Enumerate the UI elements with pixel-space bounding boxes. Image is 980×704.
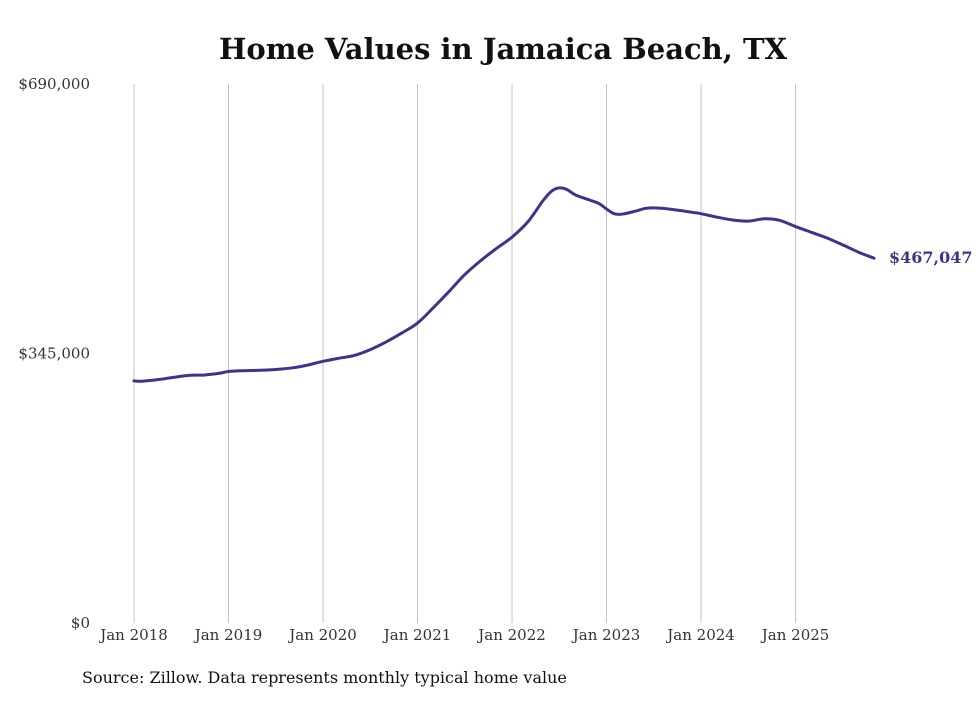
data-point (873, 257, 876, 260)
data-point (731, 218, 734, 221)
data-point (219, 372, 222, 375)
data-point (692, 211, 695, 214)
data-point (432, 306, 435, 309)
data-point (133, 379, 136, 382)
x-axis-ticks: Jan 2018 Jan 2019 Jan 2020 Jan 2021 Jan 2022… (98, 626, 829, 644)
data-point (810, 231, 813, 234)
data-point (172, 376, 175, 379)
data-point (589, 199, 592, 202)
data-point (825, 236, 828, 239)
data-point (841, 243, 844, 246)
data-point (369, 348, 372, 351)
data-point (597, 202, 600, 205)
data-point (305, 364, 308, 367)
data-point (243, 369, 246, 372)
x-tick-label: Jan 2018 (98, 626, 168, 644)
data-point (542, 199, 545, 202)
data-point (550, 190, 553, 193)
x-tick-label: Jan 2024 (665, 626, 735, 644)
y-tick-label: $0 (71, 614, 90, 632)
data-point (227, 370, 230, 373)
data-point (338, 357, 341, 360)
data-point (527, 220, 530, 223)
data-point (400, 332, 403, 335)
source-note: Source: Zillow. Data represents monthly … (82, 668, 567, 687)
series-layer (132, 186, 876, 383)
data-point (621, 213, 624, 216)
chart-title: Home Values in Jamaica Beach, TX (219, 32, 788, 66)
data-point (763, 217, 766, 220)
data-point (794, 225, 797, 228)
y-axis-ticks: $0 $345,000 $690,000 (18, 75, 90, 632)
data-point (558, 186, 561, 189)
data-point (203, 373, 206, 376)
data-point (778, 219, 781, 222)
data-point (700, 212, 703, 215)
x-tick-label: Jan 2025 (760, 626, 830, 644)
data-point (645, 207, 648, 210)
data-point (857, 251, 860, 254)
data-point (447, 290, 450, 293)
data-point (187, 374, 190, 377)
data-point (479, 259, 482, 262)
data-point (463, 273, 466, 276)
data-point (636, 209, 639, 212)
data-point (660, 207, 663, 210)
data-point (258, 369, 261, 372)
data-point (747, 220, 750, 223)
y-tick-label: $690,000 (18, 75, 90, 93)
x-tick-label: Jan 2023 (571, 626, 641, 644)
x-tick-label: Jan 2019 (193, 626, 263, 644)
data-point (676, 209, 679, 212)
end-value-label: $467,047 (889, 248, 973, 267)
data-point (322, 360, 325, 363)
data-point (565, 188, 568, 191)
data-point (494, 247, 497, 250)
data-point (353, 354, 356, 357)
x-tick-label: Jan 2022 (476, 626, 546, 644)
data-point (385, 340, 388, 343)
data-point (574, 193, 577, 196)
x-tick-label: Jan 2021 (382, 626, 452, 644)
data-point (716, 216, 719, 219)
data-point (274, 368, 277, 371)
data-point (156, 378, 159, 381)
x-tick-label: Jan 2020 (287, 626, 357, 644)
series-line-0 (132, 186, 876, 383)
data-point (416, 322, 419, 325)
data-point (290, 366, 293, 369)
data-point (511, 236, 514, 239)
y-tick-label: $345,000 (18, 345, 90, 363)
data-point (613, 212, 616, 215)
data-point (605, 207, 608, 210)
gridlines (133, 84, 797, 623)
data-point (140, 380, 143, 383)
